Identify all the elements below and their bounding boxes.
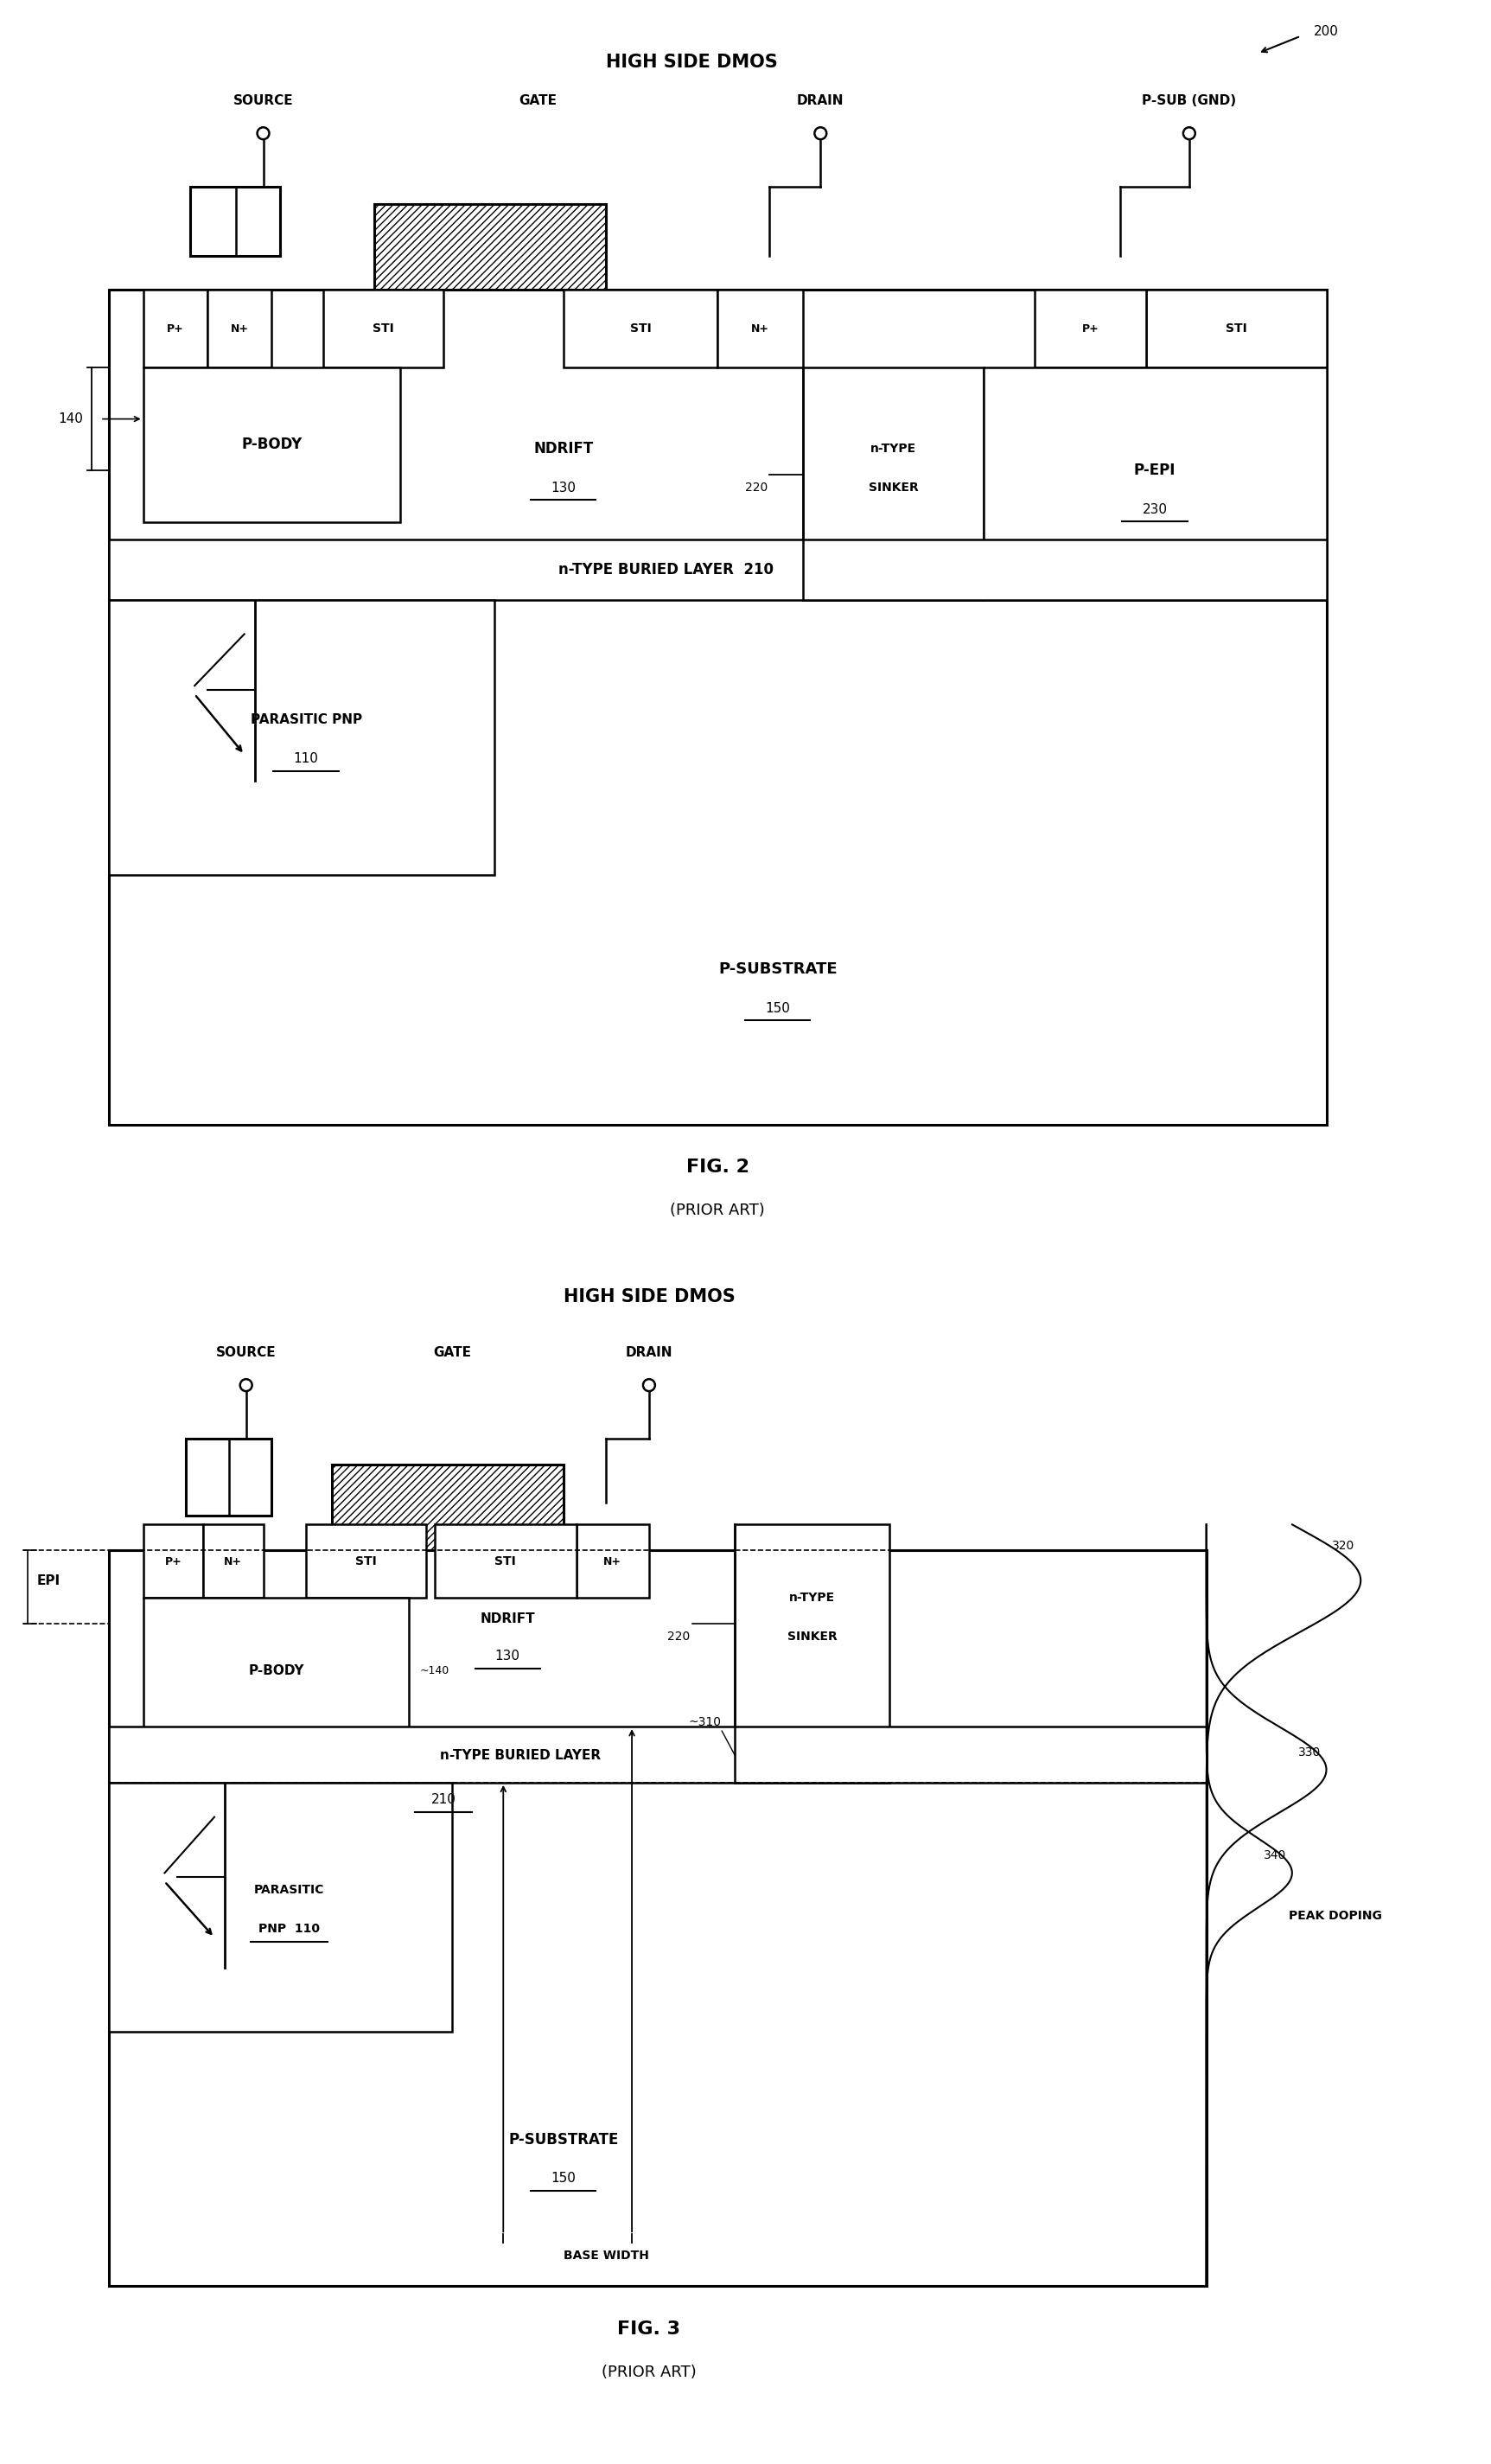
Text: BASE WIDTH: BASE WIDTH [564,2250,649,2262]
Bar [804,367,984,599]
Bar [203,1525,264,1597]
Text: FIG. 2: FIG. 2 [686,1158,748,1175]
Text: 140: 140 [58,411,83,426]
Bar [207,291,271,367]
Text: HIGH SIDE DMOS: HIGH SIDE DMOS [564,1289,735,1306]
Text: P-BODY: P-BODY [242,436,303,453]
Bar [374,205,607,291]
Text: N+: N+ [602,1555,622,1567]
Bar [191,187,280,256]
Text: STI: STI [373,323,394,335]
Text: 200: 200 [1314,25,1339,39]
Bar [143,291,207,367]
Text: P-SUB (GND): P-SUB (GND) [1142,94,1236,106]
Text: PARASITIC PNP: PARASITIC PNP [250,715,362,727]
Text: P+: P+ [1082,323,1099,335]
Bar [324,291,443,367]
Bar [332,1464,564,1550]
Text: PEAK DOPING: PEAK DOPING [1288,1910,1382,1922]
Bar [564,291,717,367]
Text: NDRIFT: NDRIFT [480,1611,535,1626]
Text: SOURCE: SOURCE [233,94,294,106]
Text: 130: 130 [495,1651,520,1663]
Text: n-TYPE BURIED LAYER  210: n-TYPE BURIED LAYER 210 [559,562,774,577]
Text: P+: P+ [164,1555,182,1567]
Text: n-TYPE BURIED LAYER: n-TYPE BURIED LAYER [440,1749,601,1762]
Text: DRAIN: DRAIN [798,94,844,106]
Text: P-SUBSTRATE: P-SUBSTRATE [508,2131,619,2149]
Text: STI: STI [495,1555,516,1567]
Bar [109,540,1327,599]
Text: STI: STI [1226,323,1246,335]
Text: 210: 210 [431,1794,456,1806]
Text: SOURCE: SOURCE [216,1345,276,1360]
Text: 340: 340 [1263,1850,1287,1863]
Text: ~140: ~140 [420,1666,449,1676]
Text: GATE: GATE [432,1345,471,1360]
Bar [186,1439,271,1515]
Bar [143,367,401,522]
Text: NDRIFT: NDRIFT [534,441,593,456]
Text: P+: P+ [167,323,183,335]
Text: 220: 220 [668,1631,690,1643]
Text: 330: 330 [1297,1747,1321,1759]
Text: (PRIOR ART): (PRIOR ART) [669,1202,765,1217]
Text: P-SUBSTRATE: P-SUBSTRATE [719,961,836,978]
Bar [1147,291,1327,367]
Bar [306,1525,426,1597]
Bar [1035,291,1147,367]
Bar [576,1525,649,1597]
Bar [109,1727,1206,1781]
Text: SINKER: SINKER [787,1631,836,1643]
Bar [143,1525,203,1597]
Text: ~310: ~310 [689,1717,722,1727]
Text: (PRIOR ART): (PRIOR ART) [601,2363,696,2380]
Bar [109,1550,1206,2287]
Text: n-TYPE: n-TYPE [871,444,917,456]
Text: HIGH SIDE DMOS: HIGH SIDE DMOS [605,54,778,71]
Text: FIG. 3: FIG. 3 [617,2321,680,2338]
Text: 150: 150 [765,1003,790,1015]
Text: P-BODY: P-BODY [248,1663,304,1678]
Text: DRAIN: DRAIN [626,1345,672,1360]
Text: PARASITIC: PARASITIC [253,1885,324,1897]
Text: EPI: EPI [37,1574,61,1587]
Bar [984,367,1327,599]
Text: 230: 230 [1142,503,1167,515]
Text: N+: N+ [224,1555,242,1567]
Bar [717,291,804,367]
Text: GATE: GATE [519,94,556,106]
Text: 150: 150 [550,2171,576,2186]
Text: STI: STI [355,1555,377,1567]
Bar [143,1597,409,1745]
Text: STI: STI [629,323,652,335]
Bar [109,599,495,875]
Text: 130: 130 [550,480,576,495]
Text: 320: 320 [1331,1540,1355,1552]
Bar [109,291,1327,1124]
Text: N+: N+ [751,323,769,335]
Bar [735,1525,889,1781]
Text: n-TYPE: n-TYPE [789,1592,835,1604]
Text: 110: 110 [294,752,319,766]
Bar [109,1781,452,2033]
Text: 220: 220 [746,483,768,493]
Text: P-EPI: P-EPI [1135,463,1176,478]
Text: SINKER: SINKER [868,483,918,493]
Text: N+: N+ [231,323,249,335]
Text: PNP  110: PNP 110 [258,1922,319,1934]
Bar [435,1525,576,1597]
